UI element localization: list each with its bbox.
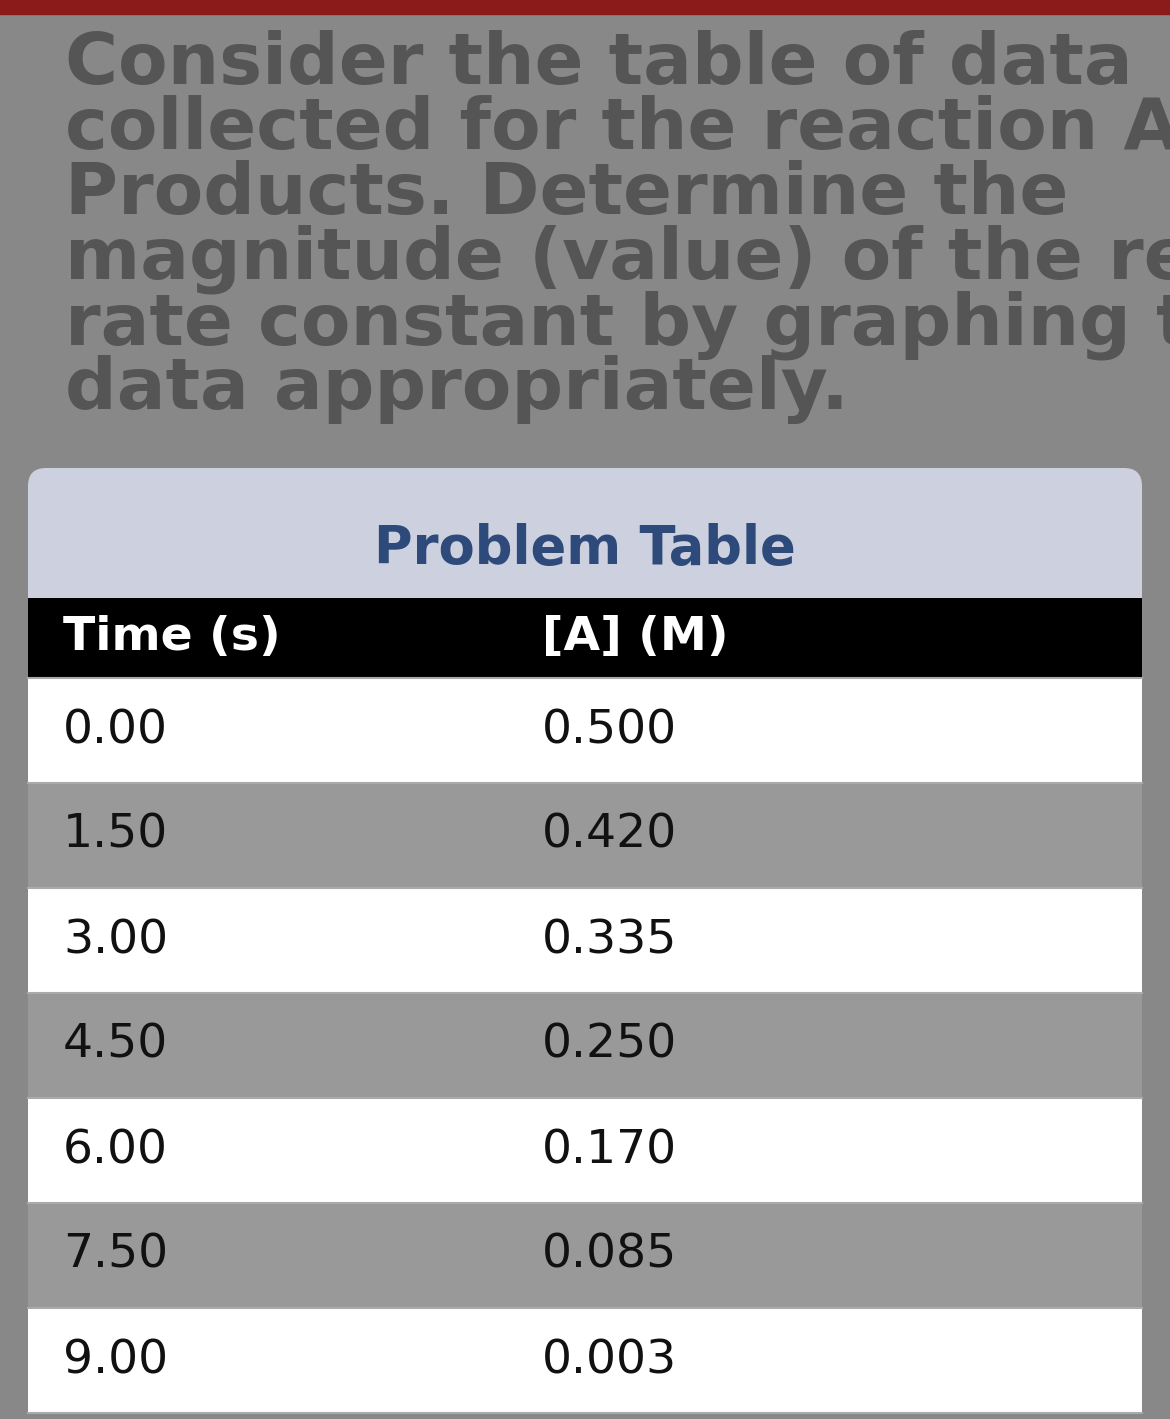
Text: data appropriately.: data appropriately. [66, 355, 848, 424]
Bar [28, 888, 1142, 993]
Text: magnitude (value) of the reaction: magnitude (value) of the reaction [66, 226, 1170, 295]
Text: 0.250: 0.250 [542, 1023, 677, 1069]
Text: 0.00: 0.00 [63, 708, 168, 753]
Text: 0.500: 0.500 [542, 708, 677, 753]
Text: 0.420: 0.420 [542, 813, 677, 858]
Text: 0.085: 0.085 [542, 1233, 677, 1279]
Text: Time (s): Time (s) [63, 616, 281, 660]
FancyBboxPatch shape [28, 468, 1142, 1203]
Bar [28, 1098, 1142, 1203]
Bar [0, 0, 1170, 14]
Text: 4.50: 4.50 [63, 1023, 168, 1069]
Text: 6.00: 6.00 [63, 1128, 168, 1174]
Text: 3.00: 3.00 [63, 918, 168, 964]
Text: 9.00: 9.00 [63, 1338, 168, 1384]
Text: 0.335: 0.335 [542, 918, 677, 964]
Text: rate constant by graphing the: rate constant by graphing the [66, 289, 1170, 359]
Text: Problem Table: Problem Table [374, 522, 796, 575]
Text: Products. Determine the: Products. Determine the [66, 160, 1068, 228]
Bar [28, 783, 1142, 888]
Text: [A] (M): [A] (M) [542, 616, 729, 660]
Bar [28, 678, 1142, 783]
Text: 0.003: 0.003 [542, 1338, 677, 1384]
Text: 1.50: 1.50 [63, 813, 168, 858]
Text: Consider the table of data: Consider the table of data [66, 30, 1133, 99]
Bar [28, 1308, 1142, 1413]
Bar [28, 597, 1142, 678]
Text: collected for the reaction A →: collected for the reaction A → [66, 95, 1170, 165]
Bar [28, 993, 1142, 1098]
Bar [28, 1203, 1142, 1308]
Text: 0.170: 0.170 [542, 1128, 677, 1174]
Text: 7.50: 7.50 [63, 1233, 168, 1279]
